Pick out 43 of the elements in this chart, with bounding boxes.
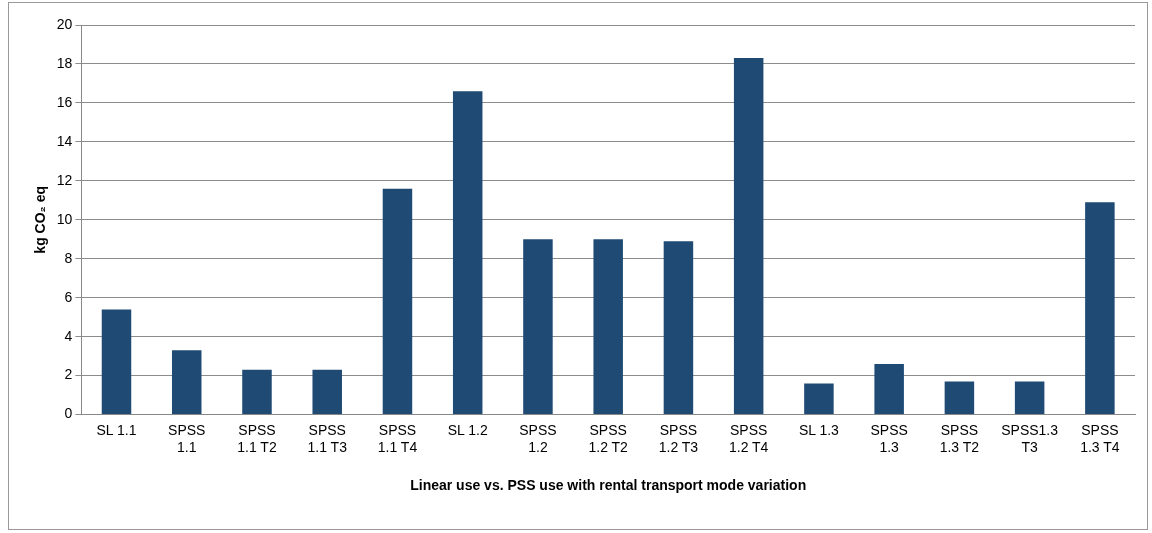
y-tick-label: 8 [64, 249, 73, 266]
y-tick-label: 20 [56, 15, 73, 32]
x-tick-label: SPSS1.3 T3 [1001, 421, 1059, 455]
y-tick-label: 4 [64, 327, 73, 344]
x-tick-label: SPSS 1.1 T4 [377, 421, 418, 455]
bar [312, 369, 342, 415]
bar [804, 383, 834, 415]
y-tick-label: 18 [56, 54, 73, 71]
y-tick-label: 14 [56, 132, 73, 149]
x-tick-label: SPSS 1.1 T2 [237, 421, 277, 455]
bar [1085, 202, 1115, 415]
bar [171, 350, 202, 415]
y-tick-label: 12 [56, 171, 73, 188]
x-tick-label: SPSS 1.2 T4 [728, 421, 769, 455]
y-axis-title: kg CO₂ eq [32, 185, 49, 254]
x-tick-label: SPSS 1.3 [870, 421, 908, 455]
y-tick-label: 0 [64, 405, 73, 422]
y-tick-label: 10 [56, 210, 73, 227]
x-tick-label: SPSS 1.1 [168, 421, 206, 455]
x-tick-label: SPSS 1.2 T2 [588, 421, 629, 455]
bar [733, 58, 764, 415]
bar [242, 369, 272, 415]
bar [382, 188, 413, 415]
x-tick-label: SL 1.2 [447, 421, 488, 438]
y-tick-label: 6 [64, 288, 73, 305]
bar [874, 363, 904, 415]
bar [523, 239, 553, 415]
x-tick-label: SPSS 1.1 T3 [307, 421, 348, 455]
bar [1014, 381, 1045, 415]
x-tick-label: SL 1.1 [96, 421, 137, 438]
y-tick-label: 2 [64, 366, 73, 383]
x-tick-label: SPSS 1.2 [519, 421, 557, 455]
bar [452, 91, 483, 415]
bar [663, 241, 694, 415]
bar [593, 239, 623, 415]
x-tick-label: SPSS 1.3 T4 [1080, 421, 1120, 455]
x-tick-label: SL 1.3 [798, 421, 840, 438]
bar [944, 381, 975, 415]
bar [101, 309, 132, 415]
x-axis-title: Linear use vs. PSS use with rental transport mode variation [410, 477, 807, 494]
x-tick-label: SPSS 1.2 T3 [658, 421, 699, 455]
x-tick-label: SPSS 1.3 T2 [939, 421, 980, 455]
y-tick-label: 16 [56, 93, 73, 110]
